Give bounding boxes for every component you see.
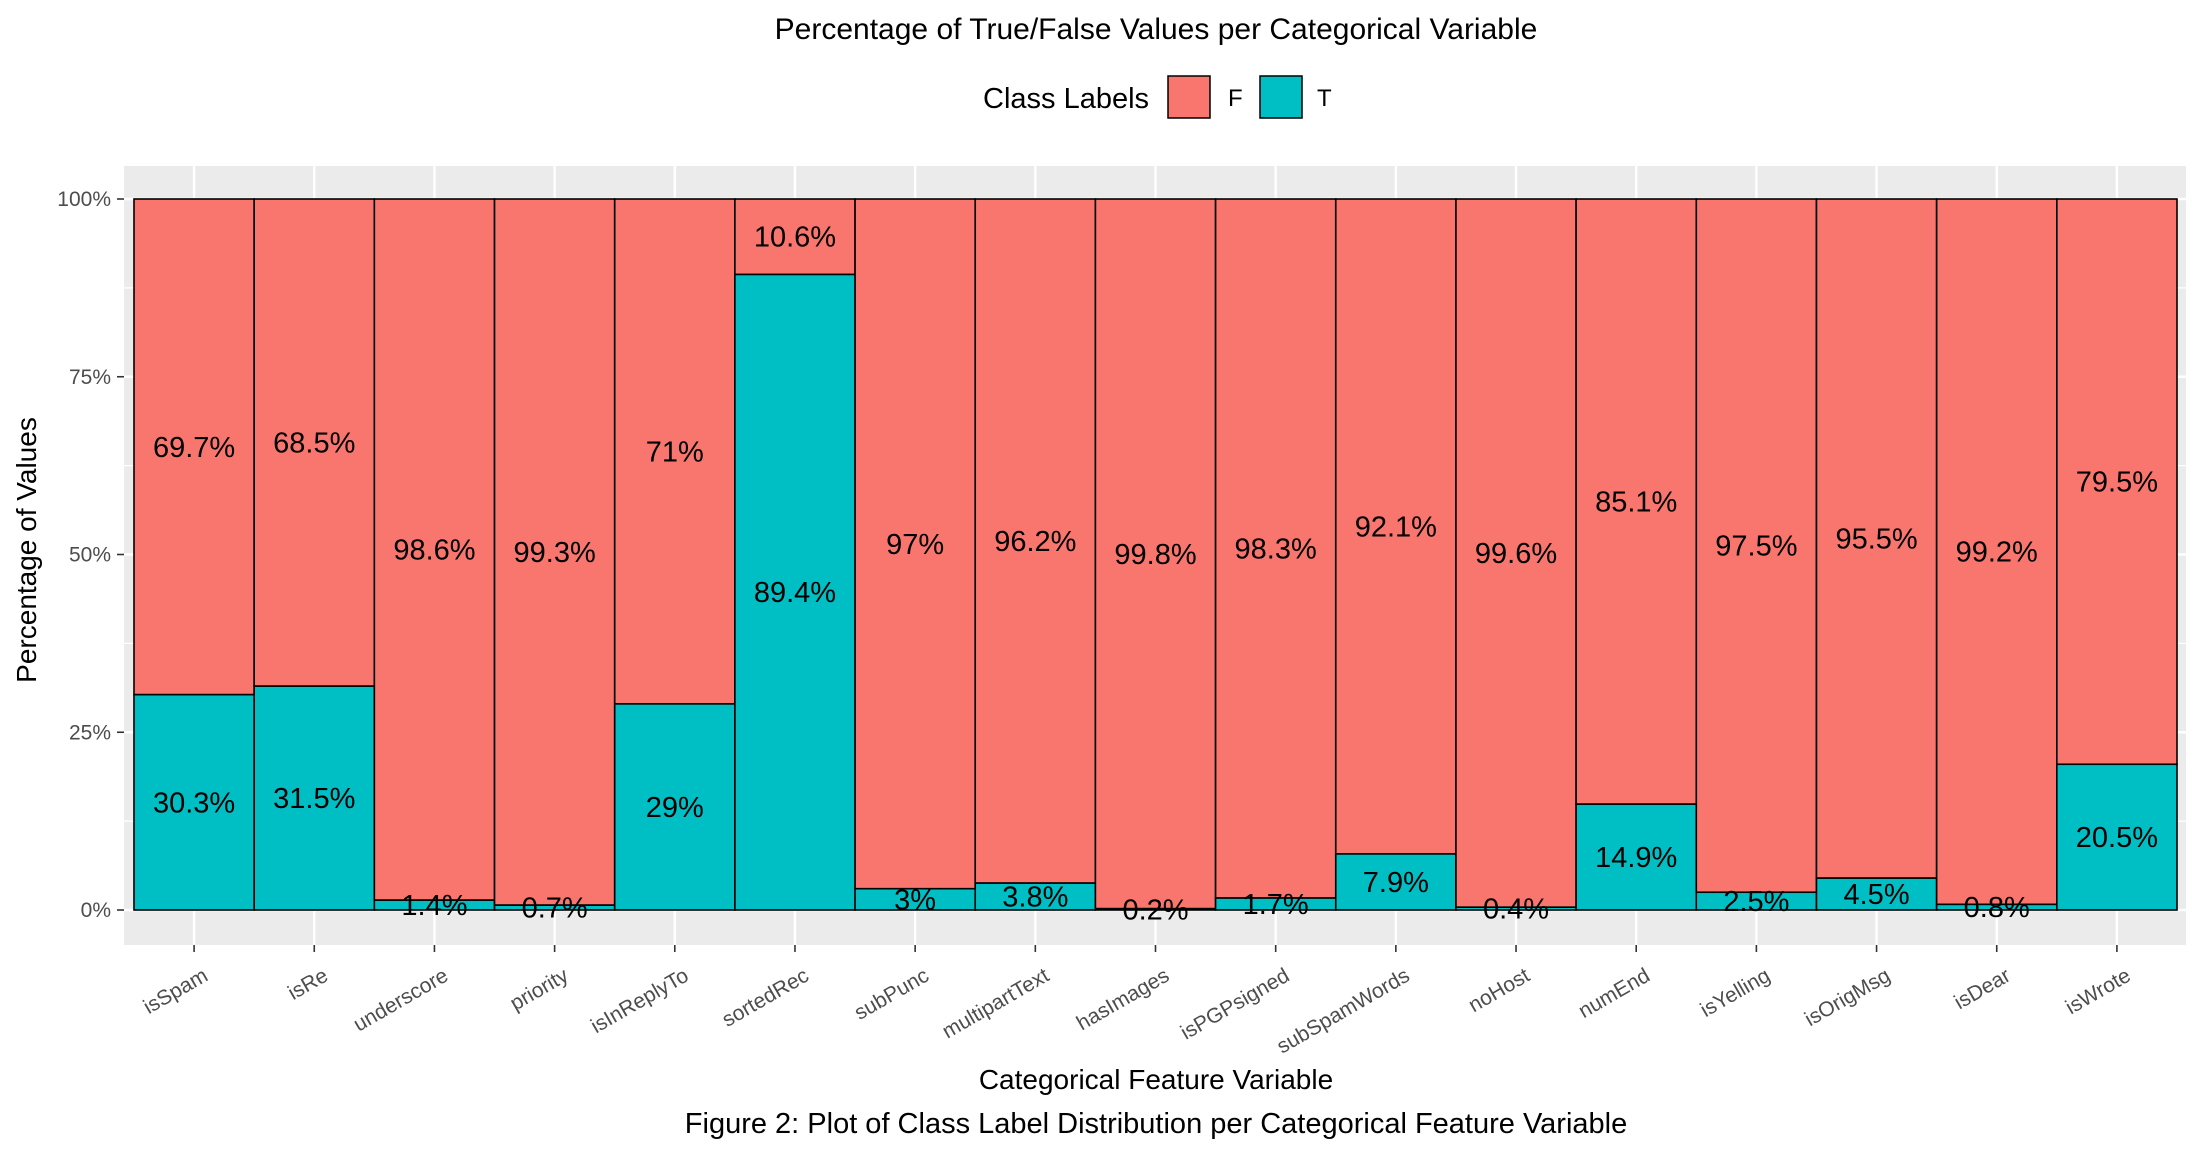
legend: Class Labels F T (983, 75, 1332, 119)
legend-label-t: T (1317, 85, 1332, 112)
x-tick-label-priority: priority (506, 964, 573, 1016)
data-label-f-isSpam: 69.7% (153, 432, 235, 464)
data-label-f-isPGPsigned: 98.3% (1235, 533, 1317, 565)
data-label-f-noHost: 99.6% (1475, 538, 1557, 570)
x-tick-label-isDear: isDear (1950, 964, 2014, 1014)
bars (133, 198, 2178, 911)
data-label-t-noHost: 0.4% (1483, 894, 1549, 926)
bar-t-isSpam (133, 693, 255, 911)
data-label-t-isDear: 0.8% (1964, 892, 2030, 924)
bar-f-isDear (1935, 198, 2058, 906)
legend-key-f (1167, 75, 1211, 119)
y-tick-label: 25% (69, 721, 111, 744)
x-tick-label-sortedRec: sortedRec (718, 964, 812, 1032)
y-tick-label: 100% (57, 188, 111, 211)
bar-f-subSpamWords (1334, 198, 1457, 855)
data-label-f-isRe: 68.5% (273, 428, 355, 460)
data-label-f-subSpamWords: 92.1% (1355, 511, 1437, 543)
data-label-f-isInReplyTo: 71% (646, 436, 704, 468)
data-label-f-sortedRec: 10.6% (754, 222, 836, 254)
bar-t-isWrote (2056, 763, 2178, 911)
data-label-t-isWrote: 20.5% (2076, 822, 2158, 854)
y-axis: 0% 25% 50% 75% 100% (57, 188, 124, 922)
data-label-t-priority: 0.7% (522, 893, 588, 925)
data-label-t-isInReplyTo: 29% (646, 792, 704, 824)
data-label-f-isWrote: 79.5% (2076, 467, 2158, 499)
x-tick-label-isOrigMsg: isOrigMsg (1801, 964, 1894, 1031)
data-labels: 30.3% 69.7% 31.5% 68.5% 1.4% 98.6% 0.7% 99.3% 29… (153, 222, 2158, 927)
bar-t-multipartText (974, 882, 1097, 911)
bar-f-subPunc (854, 198, 977, 890)
data-label-f-isOrigMsg: 95.5% (1835, 524, 1917, 556)
x-tick-label-isInReplyTo: isInReplyTo (587, 964, 693, 1038)
x-tick-label-underscore: underscore (350, 964, 452, 1036)
data-label-f-numEnd: 85.1% (1595, 487, 1677, 519)
data-label-f-isYelling: 97.5% (1715, 531, 1797, 563)
bar-f-underscore (373, 198, 496, 901)
data-label-t-hasImages: 0.2% (1122, 894, 1188, 926)
x-tick-label-noHost: noHost (1465, 964, 1534, 1017)
data-label-t-isPGPsigned: 1.7% (1243, 889, 1309, 921)
y-tick-label: 0% (81, 899, 111, 922)
bar-f-isSpam (133, 198, 255, 696)
data-label-t-isOrigMsg: 4.5% (1844, 879, 1910, 911)
bar-t-isOrigMsg (1815, 877, 1938, 911)
bar-f-noHost (1455, 198, 1577, 908)
data-label-f-hasImages: 99.8% (1114, 539, 1196, 571)
x-tick-label-isSpam: isSpam (140, 964, 212, 1019)
y-tick-label: 50% (69, 544, 111, 567)
x-tick-label-numEnd: numEnd (1575, 964, 1654, 1023)
data-label-f-priority: 99.3% (514, 537, 596, 569)
bar-f-isInReplyTo (613, 198, 736, 705)
data-label-t-sortedRec: 89.4% (754, 577, 836, 609)
bar-f-sortedRec (734, 198, 856, 276)
bar-f-isWrote (2056, 198, 2178, 766)
data-label-t-multipartText: 3.8% (1002, 881, 1068, 913)
bar-f-numEnd (1575, 198, 1698, 805)
bar-t-sortedRec (734, 273, 856, 911)
x-axis: isSpam isRe underscore priority isInReplyTo s… (140, 945, 2135, 1058)
bar-t-isRe (253, 685, 376, 911)
legend-label-f: F (1228, 85, 1243, 112)
figure-caption: Figure 2: Plot of Class Label Distributi… (685, 1108, 1627, 1140)
x-tick-label-isYelling: isYelling (1697, 964, 1775, 1022)
data-label-t-subSpamWords: 7.9% (1363, 867, 1429, 899)
data-label-t-isSpam: 30.3% (153, 787, 235, 819)
x-tick-label-isWrote: isWrote (2062, 964, 2135, 1019)
data-label-f-isDear: 99.2% (1956, 537, 2038, 569)
data-label-f-subPunc: 97% (886, 529, 944, 561)
bar-t-isInReplyTo (613, 703, 736, 911)
data-label-f-underscore: 98.6% (393, 535, 475, 567)
data-label-t-isYelling: 2.5% (1723, 886, 1789, 918)
bar-f-multipartText (974, 198, 1097, 884)
data-label-f-multipartText: 96.2% (994, 526, 1076, 558)
bar-f-isRe (253, 198, 376, 687)
legend-title: Class Labels (983, 83, 1149, 115)
data-label-t-subPunc: 3% (894, 884, 936, 916)
bar-f-hasImages (1094, 198, 1217, 910)
legend-key-t (1259, 75, 1303, 119)
bar-f-isPGPsigned (1214, 198, 1337, 899)
x-tick-label-isRe: isRe (284, 964, 332, 1005)
x-axis-title: Categorical Feature Variable (979, 1064, 1333, 1095)
data-label-t-numEnd: 14.9% (1595, 842, 1677, 874)
x-tick-label-hasImages: hasImages (1073, 964, 1173, 1035)
x-tick-label-multipartText: multipartText (938, 964, 1053, 1044)
x-tick-label-isPGPsigned: isPGPsigned (1177, 964, 1294, 1045)
data-label-t-underscore: 1.4% (401, 890, 467, 922)
chart-title: Percentage of True/False Values per Cate… (775, 13, 1538, 46)
x-tick-label-subSpamWords: subSpamWords (1273, 964, 1414, 1058)
bar-f-isYelling (1695, 198, 1818, 894)
data-label-t-isRe: 31.5% (273, 783, 355, 815)
y-tick-label: 75% (69, 366, 111, 389)
bar-f-priority (493, 198, 616, 906)
x-tick-label-subPunc: subPunc (851, 964, 933, 1025)
y-axis-title: Percentage of Values (11, 417, 42, 683)
